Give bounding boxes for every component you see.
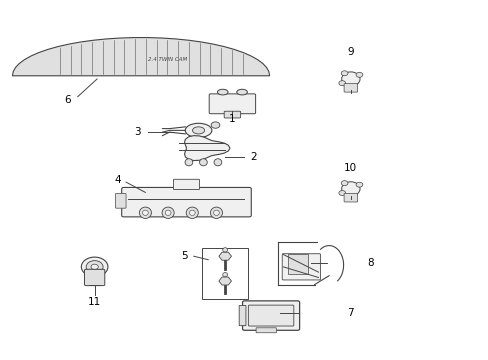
Ellipse shape: [338, 81, 345, 86]
Ellipse shape: [189, 210, 195, 215]
Ellipse shape: [199, 159, 207, 166]
Ellipse shape: [184, 159, 192, 166]
Ellipse shape: [81, 257, 108, 276]
Text: 10: 10: [344, 163, 357, 172]
Ellipse shape: [142, 210, 148, 215]
Ellipse shape: [223, 248, 227, 252]
Text: 2: 2: [249, 152, 256, 162]
Ellipse shape: [236, 89, 247, 95]
Ellipse shape: [341, 71, 347, 76]
Text: 6: 6: [64, 95, 71, 105]
Ellipse shape: [213, 210, 219, 215]
Text: 11: 11: [88, 297, 101, 307]
FancyBboxPatch shape: [242, 301, 299, 330]
FancyBboxPatch shape: [122, 188, 251, 217]
Text: 1: 1: [229, 114, 235, 124]
FancyBboxPatch shape: [282, 254, 320, 280]
Polygon shape: [184, 136, 229, 161]
FancyBboxPatch shape: [173, 179, 199, 190]
Ellipse shape: [341, 72, 359, 86]
FancyBboxPatch shape: [115, 193, 126, 208]
FancyBboxPatch shape: [344, 193, 357, 202]
FancyBboxPatch shape: [344, 84, 357, 92]
FancyBboxPatch shape: [248, 305, 293, 326]
Ellipse shape: [214, 159, 222, 166]
Text: 7: 7: [347, 308, 353, 318]
FancyBboxPatch shape: [209, 94, 255, 114]
FancyBboxPatch shape: [84, 269, 104, 285]
Polygon shape: [12, 37, 269, 76]
Ellipse shape: [91, 264, 98, 270]
Ellipse shape: [210, 207, 222, 219]
Ellipse shape: [192, 127, 204, 134]
Ellipse shape: [341, 181, 347, 186]
Text: 9: 9: [347, 48, 353, 57]
Ellipse shape: [139, 207, 151, 219]
Polygon shape: [219, 277, 231, 285]
FancyBboxPatch shape: [224, 111, 240, 118]
Ellipse shape: [86, 261, 103, 273]
Ellipse shape: [162, 207, 174, 219]
Text: 2.4 TWIN CAM: 2.4 TWIN CAM: [147, 57, 186, 62]
FancyBboxPatch shape: [287, 254, 307, 274]
Ellipse shape: [186, 207, 198, 219]
Text: 5: 5: [181, 251, 187, 261]
Ellipse shape: [341, 182, 359, 196]
Polygon shape: [219, 252, 231, 260]
Ellipse shape: [355, 182, 362, 187]
Text: 3: 3: [134, 127, 140, 137]
Ellipse shape: [185, 123, 211, 138]
Ellipse shape: [338, 190, 345, 195]
Text: 4: 4: [114, 175, 121, 185]
Ellipse shape: [355, 72, 362, 77]
FancyBboxPatch shape: [256, 328, 276, 333]
Ellipse shape: [217, 89, 227, 95]
Ellipse shape: [165, 210, 171, 215]
Text: 8: 8: [366, 258, 373, 268]
Ellipse shape: [211, 122, 220, 128]
FancyBboxPatch shape: [239, 306, 245, 326]
Ellipse shape: [223, 273, 227, 277]
